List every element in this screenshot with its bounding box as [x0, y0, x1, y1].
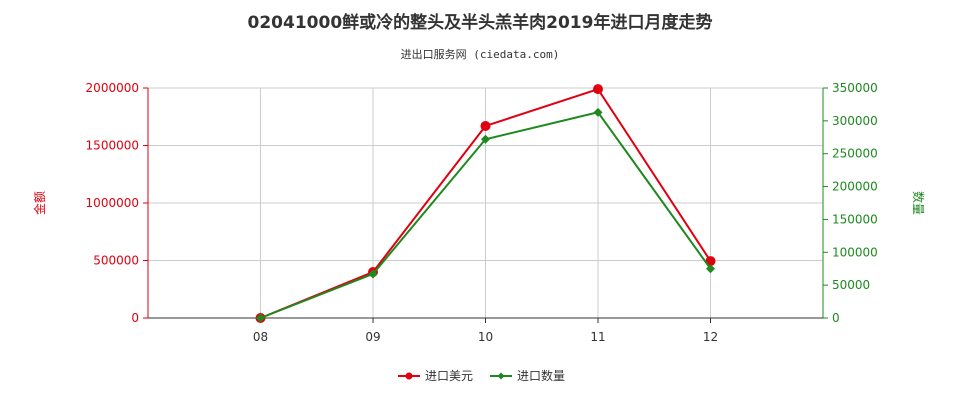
x-tick-label: 08 — [253, 330, 268, 344]
data-point — [706, 264, 715, 274]
y-left-tick-label: 0 — [131, 311, 139, 325]
x-tick-label: 09 — [365, 330, 380, 344]
data-point — [480, 120, 491, 131]
data-point — [481, 134, 490, 144]
y-right-tick-label: 150000 — [832, 212, 878, 226]
y-left-tick-label: 1500000 — [86, 139, 139, 153]
data-point — [593, 107, 603, 117]
y-right-tick-label: 50000 — [832, 278, 870, 292]
legend-marker — [405, 372, 413, 380]
y-right-tick-label: 100000 — [832, 245, 878, 259]
y-right-tick-label: 0 — [832, 311, 840, 325]
x-tick-label: 11 — [590, 330, 605, 344]
chart-subtitle: 进出口服务网 (ciedata.com) — [400, 48, 560, 61]
y-right-tick-label: 200000 — [832, 180, 878, 194]
y-right-tick-label: 250000 — [832, 147, 878, 161]
data-point — [256, 313, 265, 323]
legend-marker — [497, 372, 505, 380]
legend-label: 进口数量 — [517, 368, 565, 383]
y-right-tick-label: 350000 — [832, 81, 878, 95]
y-right-tick-label: 300000 — [832, 114, 878, 128]
legend-label: 进口美元 — [425, 369, 473, 383]
y-left-tick-label: 1000000 — [86, 196, 139, 210]
chart-title: 02041000鲜或冷的整头及半头羔羊肉2019年进口月度走势 — [247, 13, 713, 33]
y-left-tick-label: 2000000 — [86, 81, 139, 95]
x-tick-label: 12 — [703, 330, 718, 344]
y-left-tick-label: 500000 — [93, 254, 139, 268]
y-left-axis-title: 金额 — [32, 191, 47, 215]
data-point — [368, 269, 378, 279]
data-point — [593, 84, 603, 95]
y-right-axis-title: 数量 — [911, 191, 926, 215]
x-tick-label: 10 — [478, 330, 493, 344]
